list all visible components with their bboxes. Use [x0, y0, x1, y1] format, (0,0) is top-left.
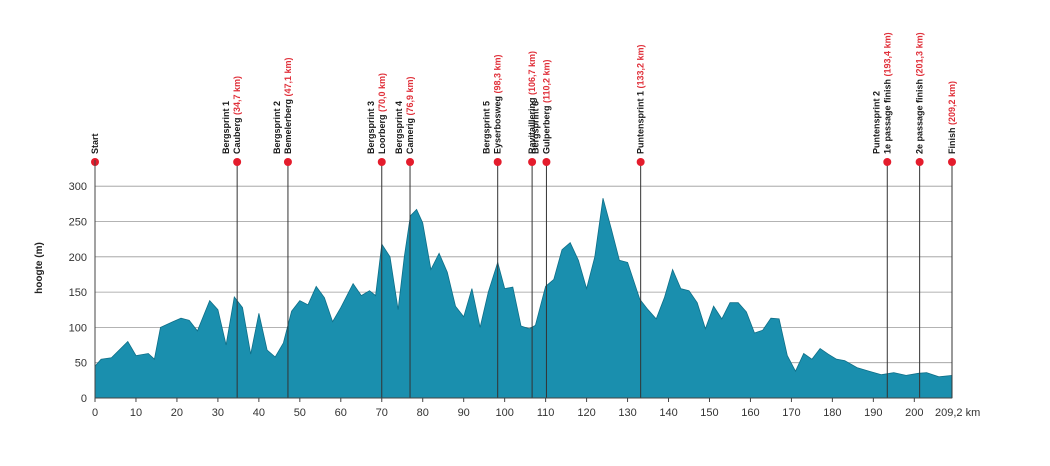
marker-km-1: (34,7 km) [232, 76, 242, 118]
marker-km-11: (209,2 km) [947, 81, 957, 128]
x-tick-label-100: 100 [495, 407, 513, 419]
x-tick-label-0: 0 [92, 407, 98, 419]
marker-label-group-0: Start [90, 133, 100, 154]
marker-name-0-0: Start [90, 133, 100, 154]
marker-dot-9 [883, 158, 892, 166]
marker-label-group-7: Bergsprint 6 Gulperberg (110,2 km) [530, 59, 551, 154]
marker-label-group-8: Puntensprint 1 (133,2 km) [636, 44, 646, 154]
marker-label-group-5: Bergsprint 5 Eyserbosweg (98,3 km) [482, 54, 503, 154]
marker-km-9: (193,4 km) [882, 32, 892, 79]
x-tick-label-60: 60 [335, 407, 347, 419]
marker-km-6: (106,7 km) [527, 51, 537, 98]
marker-dot-6 [528, 158, 537, 166]
marker-label-group-10: 2e passage finish (201,3 km) [915, 32, 925, 154]
marker-name-4-1: Camerig (76,9 km) [405, 76, 415, 154]
marker-km-10: (201,3 km) [915, 32, 925, 79]
marker-name-7-0: Bergsprint 6 [530, 101, 540, 154]
marker-dot-8 [636, 158, 645, 166]
y-tick-label-100: 100 [69, 322, 87, 334]
y-axis-label: hoogte (m) [34, 242, 45, 294]
route-markers: Start Bergsprint 1 Cauberg (34,7 km)Bergsp… [90, 32, 957, 398]
x-tick-label-170: 170 [782, 407, 800, 419]
marker-name-4-0: Bergsprint 4 [394, 101, 404, 154]
marker-name-10-0: 2e passage finish (201,3 km) [915, 32, 925, 154]
y-tick-label-200: 200 [69, 252, 87, 264]
y-tick-label-150: 150 [69, 287, 87, 299]
marker-label-group-6: Ravitaillering (106,7 km) [527, 51, 537, 154]
marker-dot-3 [377, 158, 386, 166]
marker-name-9-1: 1e passage finish (193,4 km) [882, 32, 892, 154]
x-tick-label-50: 50 [294, 407, 306, 419]
marker-name-1-0: Bergsprint 1 [221, 101, 231, 154]
x-tick-label-20: 20 [171, 407, 183, 419]
marker-label-group-11: Finish (209,2 km) [947, 81, 957, 154]
x-tick-label-140: 140 [659, 407, 677, 419]
marker-name-2-1: Bemelerberg (47,1 km) [283, 57, 293, 154]
marker-dot-10 [915, 158, 924, 166]
marker-name-3-0: Bergsprint 3 [366, 101, 376, 154]
marker-dot-11 [948, 158, 956, 166]
marker-label-group-9: Puntensprint 2 1e passage finish (193,4 k… [871, 32, 892, 154]
marker-label-group-1: Bergsprint 1 Cauberg (34,7 km) [221, 76, 242, 154]
x-tick-label-200: 200 [905, 407, 923, 419]
marker-name-3-1: Loorberg (70,0 km) [377, 73, 387, 154]
marker-name-7-1: Gulperberg (110,2 km) [541, 59, 551, 154]
x-tick-label-130: 130 [618, 407, 636, 419]
x-tick-label-40: 40 [253, 407, 265, 419]
elevation-area [94, 198, 953, 399]
marker-name-9-0: Puntensprint 2 [871, 91, 881, 154]
axes: 0 50 100 150 200 250 300 0 10 20 30 40 50 60 70 80 90 100… [69, 160, 952, 419]
marker-km-8: (133,2 km) [636, 44, 646, 91]
marker-km-4: (76,9 km) [405, 76, 415, 118]
marker-name-2-0: Bergsprint 2 [272, 101, 282, 154]
x-tick-label-190: 190 [864, 407, 882, 419]
marker-dot-7 [542, 158, 551, 166]
x-tick-label-160: 160 [741, 407, 759, 419]
y-tick-label-300: 300 [69, 181, 87, 193]
marker-km-5: (98,3 km) [493, 54, 503, 96]
x-tick-label-10: 10 [130, 407, 142, 419]
marker-name-8-0: Puntensprint 1 (133,2 km) [636, 44, 646, 154]
marker-km-7: (110,2 km) [541, 59, 551, 105]
x-axis-end-label: 209,2 km [935, 407, 980, 419]
x-tick-label-120: 120 [577, 407, 595, 419]
y-tick-label-250: 250 [69, 216, 87, 228]
y-tick-label-50: 50 [75, 358, 87, 370]
marker-name-6-0: Ravitaillering (106,7 km) [527, 51, 537, 154]
x-tick-label-30: 30 [212, 407, 224, 419]
marker-dot-1 [233, 158, 242, 166]
marker-label-group-4: Bergsprint 4 Camerig (76,9 km) [394, 76, 415, 154]
x-tick-label-90: 90 [458, 407, 470, 419]
x-tick-label-180: 180 [823, 407, 841, 419]
marker-name-1-1: Cauberg (34,7 km) [232, 76, 242, 154]
marker-km-2: (47,1 km) [283, 57, 293, 99]
x-tick-label-150: 150 [700, 407, 718, 419]
marker-km-3: (70,0 km) [377, 73, 387, 115]
marker-label-group-2: Bergsprint 2 Bemelerberg (47,1 km) [272, 57, 293, 154]
marker-name-5-1: Eyserbosweg (98,3 km) [493, 54, 503, 154]
y-tick-label-0: 0 [81, 393, 87, 405]
marker-dot-4 [406, 158, 415, 166]
x-tick-label-70: 70 [376, 407, 388, 419]
marker-name-5-0: Bergsprint 5 [482, 101, 492, 154]
marker-name-11-0: Finish (209,2 km) [947, 81, 957, 154]
marker-dot-5 [493, 158, 502, 166]
marker-dot-2 [283, 158, 292, 166]
elevation-area-layer [94, 198, 953, 399]
x-tick-label-80: 80 [417, 407, 429, 419]
marker-label-group-3: Bergsprint 3 Loorberg (70,0 km) [366, 73, 387, 154]
x-tick-label-110: 110 [537, 407, 555, 419]
